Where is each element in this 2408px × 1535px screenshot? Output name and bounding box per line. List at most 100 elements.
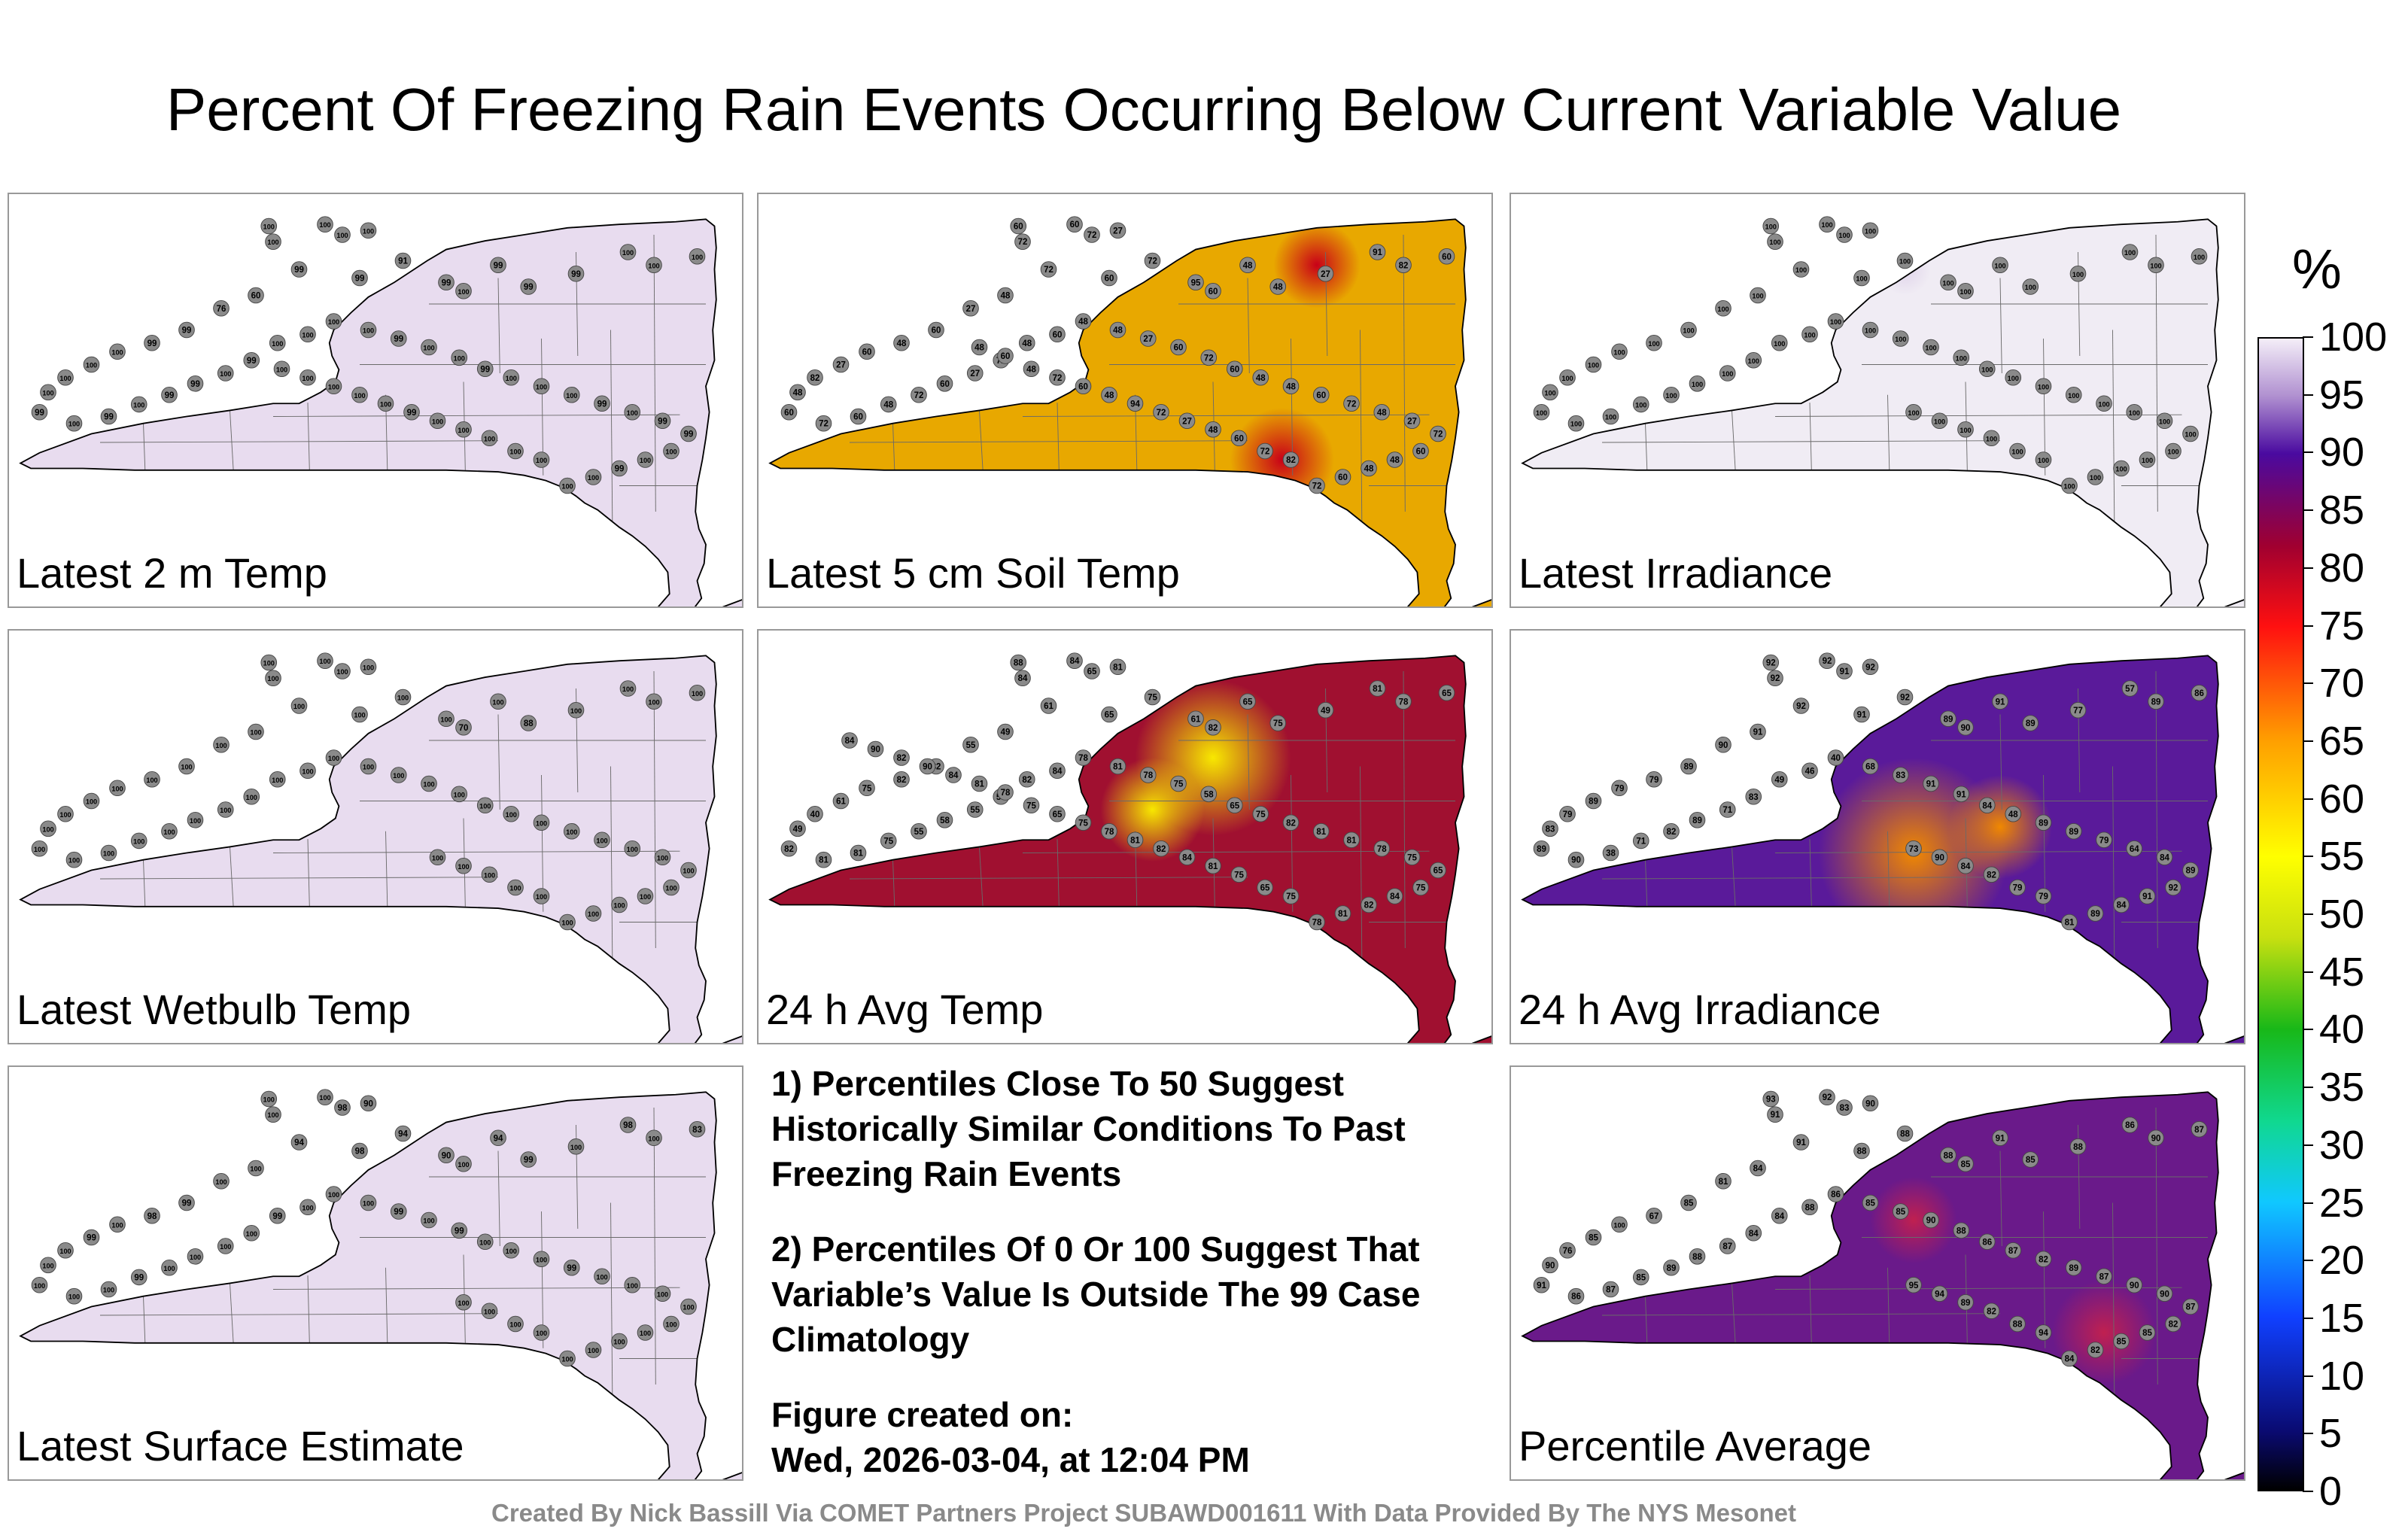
station-marker: 100 xyxy=(689,248,706,265)
station-value: 27 xyxy=(836,361,846,370)
county-line xyxy=(1403,670,1406,949)
station-dot xyxy=(490,257,506,274)
station-dot xyxy=(317,652,333,670)
station-value: 100 xyxy=(1605,414,1616,421)
station-marker: 100 xyxy=(503,805,520,822)
colorbar-tick-label: 15 xyxy=(2319,1295,2365,1341)
station-dot xyxy=(1819,652,1835,670)
station-dot xyxy=(1957,1293,1974,1311)
station-value: 98 xyxy=(147,1212,157,1221)
station-dot xyxy=(637,1324,654,1341)
station-dot xyxy=(265,233,281,251)
county-line xyxy=(497,1150,500,1247)
station-dot xyxy=(663,442,680,460)
station-dot xyxy=(334,663,351,679)
station-value: 89 xyxy=(2039,819,2048,828)
colorbar-tick-mark xyxy=(2303,740,2313,742)
station-dot xyxy=(325,1186,342,1202)
station-value: 72 xyxy=(1312,482,1322,491)
station-marker: 70 xyxy=(455,719,472,736)
station-dot xyxy=(1680,758,1697,775)
station-value: 100 xyxy=(1994,262,2005,269)
station-marker: 27 xyxy=(1317,265,1334,282)
station-marker: 65 xyxy=(1438,684,1455,701)
station-dot xyxy=(360,758,377,775)
station-dot xyxy=(1084,663,1100,679)
station-value: 99 xyxy=(597,400,607,409)
station-value: 84 xyxy=(2117,901,2127,910)
station-value: 94 xyxy=(1130,400,1140,409)
station-value: 88 xyxy=(2073,1143,2083,1152)
station-marker: 94 xyxy=(1126,395,1144,412)
station-dot xyxy=(390,330,407,347)
map-fill xyxy=(20,1092,742,1479)
station-marker: 100 xyxy=(611,1333,628,1350)
station-value: 100 xyxy=(86,362,97,369)
station-value: 60 xyxy=(1416,448,1426,457)
station-value: 100 xyxy=(458,863,469,871)
station-dot xyxy=(260,217,278,235)
station-dot xyxy=(2148,1129,2164,1147)
station-dot xyxy=(1109,758,1126,775)
station-value: 82 xyxy=(1987,1307,1996,1316)
station-dot xyxy=(1632,832,1649,850)
station-marker: 100 xyxy=(100,844,117,862)
map-fill xyxy=(1522,655,2244,1043)
station-dot xyxy=(646,1129,662,1147)
station-dot xyxy=(559,477,576,494)
station-dot xyxy=(663,1315,680,1333)
map-hotspot xyxy=(1273,221,1361,309)
station-dot xyxy=(243,351,260,369)
station-value: 72 xyxy=(819,420,829,429)
station-value: 100 xyxy=(648,262,659,269)
station-value: 81 xyxy=(2065,919,2075,928)
station-marker: 91 xyxy=(1953,786,1970,803)
station-marker: 60 xyxy=(997,348,1014,364)
station-dot xyxy=(299,326,316,343)
station-dot xyxy=(1075,814,1092,831)
station-value: 65 xyxy=(1105,711,1114,720)
station-dot xyxy=(611,460,628,477)
station-dot xyxy=(438,1147,455,1164)
station-marker: 90 xyxy=(1931,849,1948,866)
station-value: 100 xyxy=(68,857,80,865)
station-dot xyxy=(161,822,178,840)
station-dot xyxy=(1075,749,1092,766)
station-dot xyxy=(476,360,494,378)
station-value: 100 xyxy=(363,1200,374,1208)
station-value: 75 xyxy=(1026,801,1036,810)
station-value: 100 xyxy=(640,893,651,901)
station-value: 84 xyxy=(1070,657,1080,666)
station-value: 89 xyxy=(2026,719,2036,728)
station-marker: 100 xyxy=(637,888,654,904)
station-value: 100 xyxy=(111,348,123,356)
station-dot xyxy=(1049,369,1066,386)
station-marker: 100 xyxy=(1957,282,1974,299)
colorbar-tick-mark xyxy=(2303,971,2313,973)
station-marker: 27 xyxy=(962,299,979,317)
station-dot xyxy=(2022,1151,2039,1168)
station-dot xyxy=(1896,252,1914,269)
station-marker: 60 xyxy=(1230,430,1248,447)
station-marker: 86 xyxy=(1827,1186,1844,1202)
station-value: 100 xyxy=(354,712,365,719)
station-dot xyxy=(2009,879,2026,896)
station-marker: 100 xyxy=(217,1238,234,1254)
colorbar-tick-mark xyxy=(2303,1375,2313,1377)
station-dot xyxy=(1602,1281,1619,1298)
station-value: 100 xyxy=(42,825,53,833)
station-value: 100 xyxy=(2011,448,2023,456)
station-marker: 100 xyxy=(1862,222,1879,239)
station-value: 100 xyxy=(423,345,434,352)
station-marker: 99 xyxy=(390,1203,407,1220)
station-dot xyxy=(832,792,850,810)
colorbar-tick-label: 65 xyxy=(2319,718,2365,764)
station-value: 90 xyxy=(1546,1261,1555,1270)
station-marker: 100 xyxy=(1559,369,1576,386)
station-value: 100 xyxy=(1899,258,1911,266)
station-marker: 55 xyxy=(966,801,984,818)
station-value: 82 xyxy=(1399,261,1409,270)
station-value: 100 xyxy=(302,331,313,339)
map-background-fill xyxy=(20,655,742,1043)
station-marker: 88 xyxy=(1896,1125,1914,1142)
